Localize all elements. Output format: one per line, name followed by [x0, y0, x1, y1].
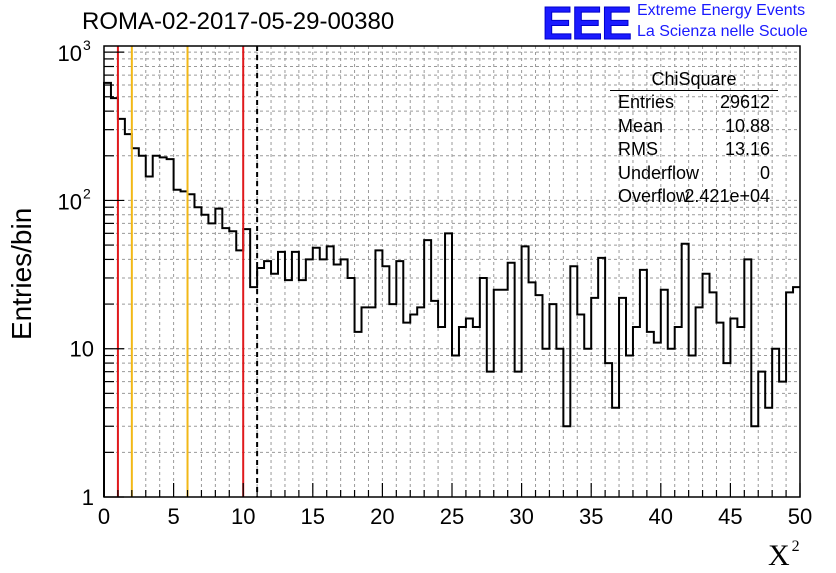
stats-value: 13.16 — [724, 139, 770, 159]
stats-value: 10.88 — [724, 115, 770, 136]
x-tick-label: 0 — [98, 504, 110, 529]
stats-label: RMS — [618, 139, 658, 159]
stats-value: 29612 — [719, 92, 770, 112]
y-tick-label: 10 — [58, 41, 82, 66]
stats-row-overflow: Overflow 2.421e+04 — [610, 185, 778, 209]
x-axis-label-exponent: 2 — [791, 538, 800, 555]
marker-lines — [116, 46, 259, 497]
stats-row-rms: RMS 13.16 — [610, 138, 778, 162]
stats-row-entries: Entries 29612 — [610, 91, 778, 115]
chart-title: ROMA-02-2017-05-29-00380 — [82, 8, 395, 35]
x-tick-label: 10 — [231, 504, 255, 529]
x-tick-label: 45 — [718, 504, 742, 529]
y-tick-label: 1 — [82, 485, 94, 510]
stats-box: ChiSquare Entries 29612 Mean 10.88 RMS 1… — [610, 68, 778, 209]
logo-line-2: La Scienza nelle Scuole — [637, 23, 808, 40]
y-tick-label: 10 — [58, 189, 82, 214]
stats-label: Entries — [618, 92, 675, 112]
x-axis-ticks: 0 5 10 15 20 25 30 35 40 45 50 — [98, 483, 812, 529]
x-tick-label: 50 — [788, 504, 812, 529]
stats-row-mean: Mean 10.88 — [610, 115, 778, 139]
y-tick-exponent: 2 — [83, 185, 91, 201]
logo-line-1: Extreme Energy Events — [637, 2, 806, 19]
stats-label: Underflow — [618, 162, 700, 183]
stats-label: Overflow — [618, 186, 690, 206]
stats-row-underflow: Underflow 0 — [610, 162, 778, 186]
stats-value: 0 — [759, 162, 770, 183]
x-tick-label: 35 — [579, 504, 603, 529]
x-tick-label: 20 — [370, 504, 394, 529]
histogram-step-line — [103, 81, 800, 497]
stats-label: Mean — [618, 115, 664, 136]
y-axis-label: Entries/bin — [6, 207, 37, 340]
stats-value: 2.421e+04 — [684, 186, 770, 206]
stats-box-title: ChiSquare — [610, 68, 778, 91]
x-tick-label: 25 — [440, 504, 464, 529]
eee-logo: EEE — [541, 0, 632, 49]
x-tick-label: 5 — [167, 504, 179, 529]
y-tick-exponent: 3 — [83, 37, 91, 53]
histogram — [103, 81, 800, 497]
y-tick-label: 10 — [70, 337, 94, 362]
x-axis-label-base: X — [768, 539, 790, 572]
x-tick-label: 30 — [509, 504, 533, 529]
x-tick-label: 40 — [649, 504, 673, 529]
x-tick-label: 15 — [301, 504, 325, 529]
